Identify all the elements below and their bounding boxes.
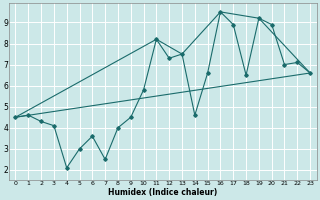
X-axis label: Humidex (Indice chaleur): Humidex (Indice chaleur) xyxy=(108,188,217,197)
